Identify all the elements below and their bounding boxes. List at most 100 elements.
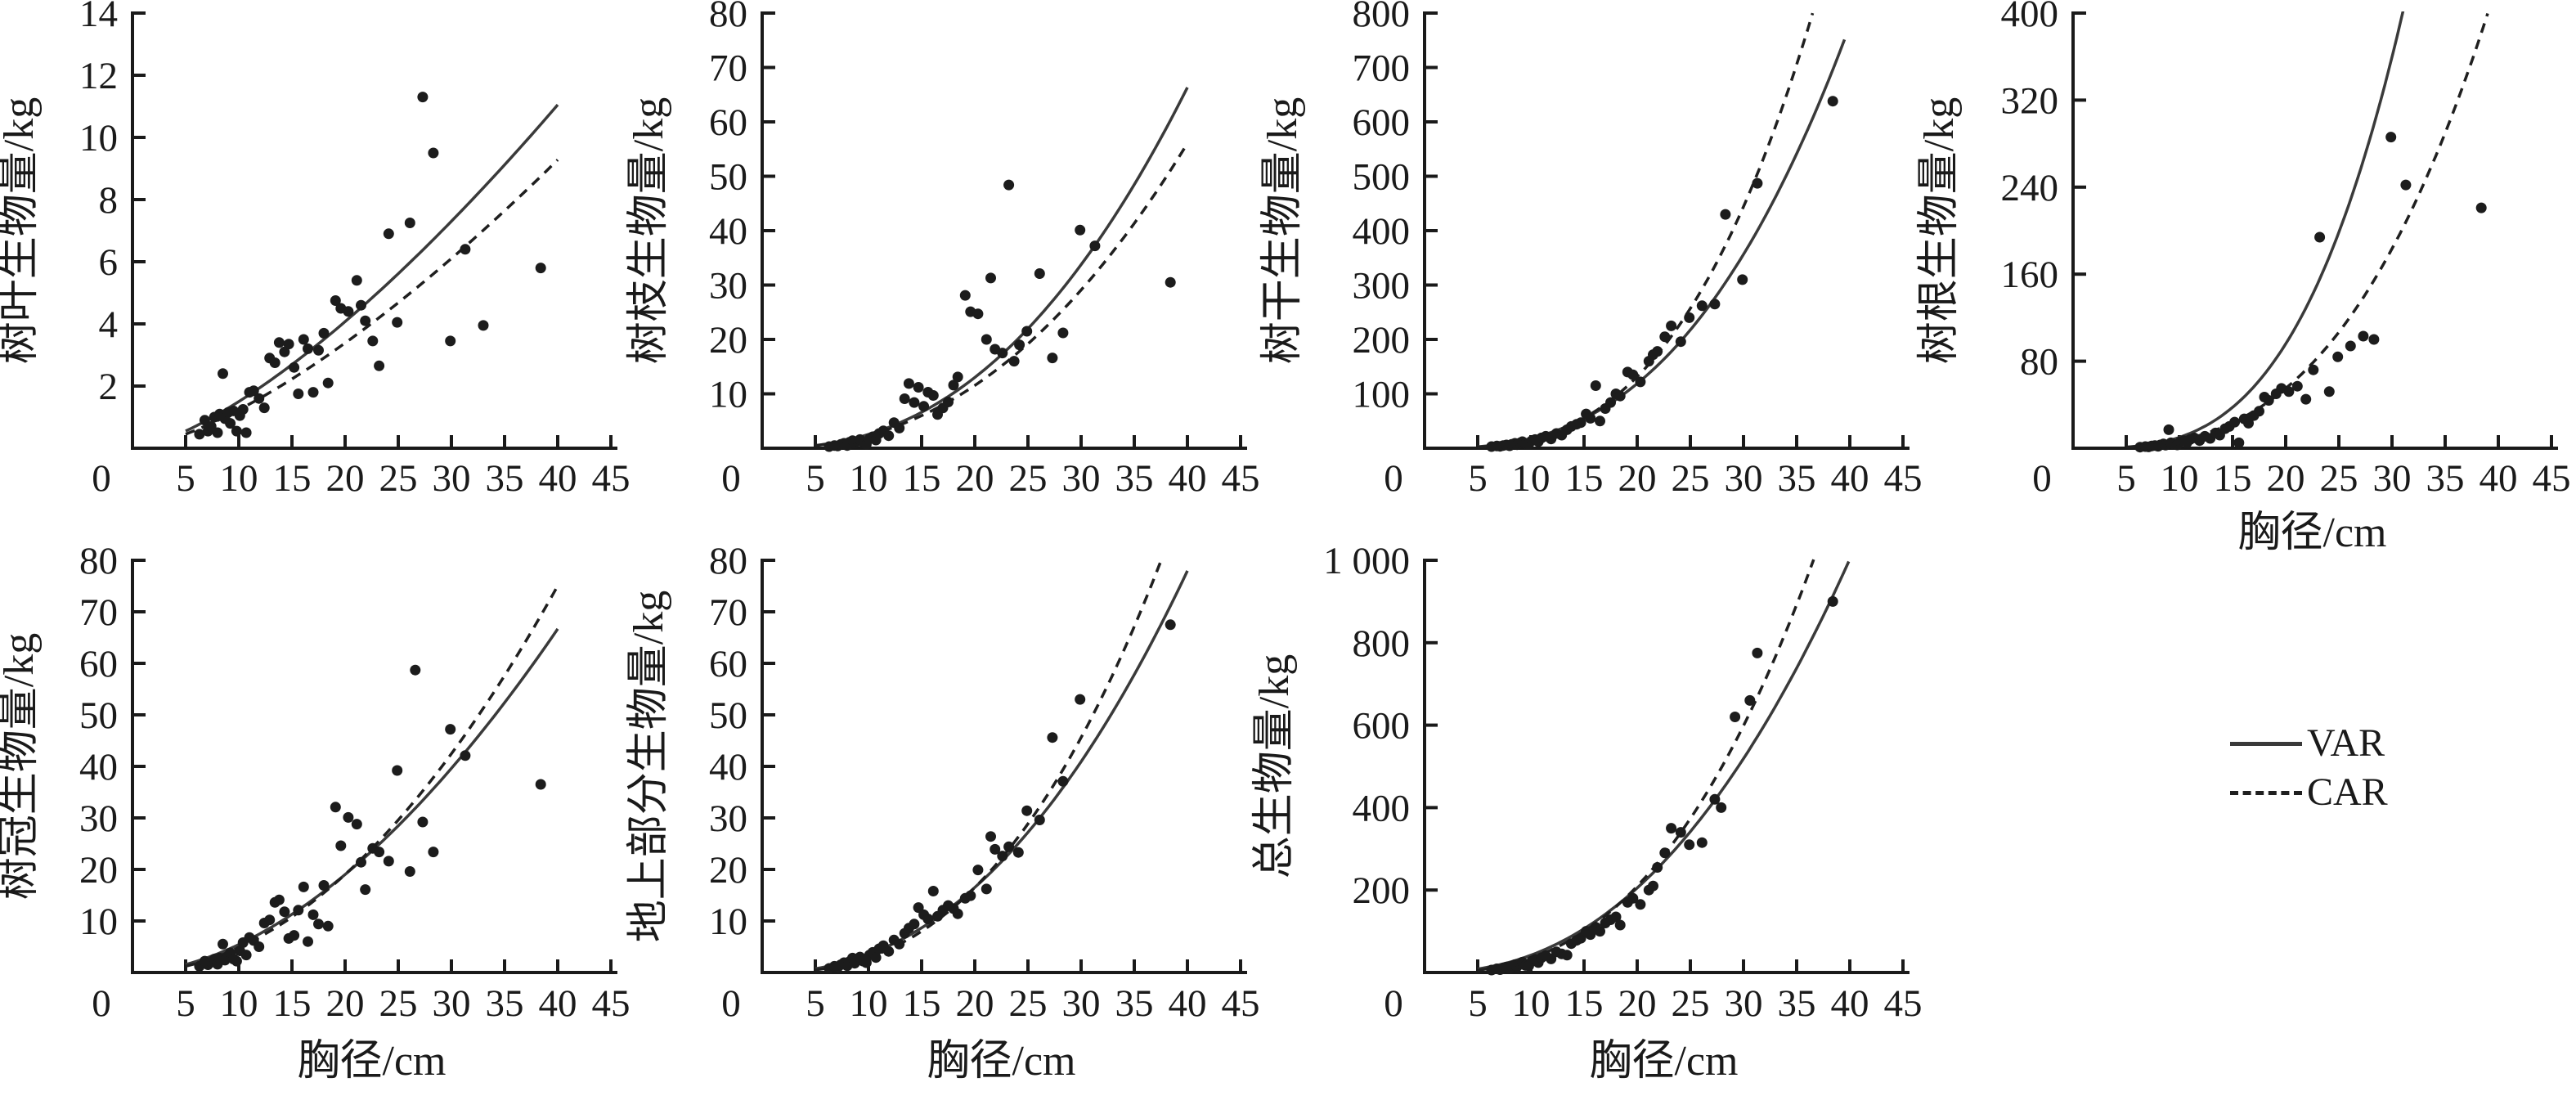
data-point: [918, 401, 930, 412]
x-tick-label: 45: [1222, 457, 1260, 500]
data-point: [279, 346, 290, 357]
data-point: [1034, 815, 1045, 825]
x-tick-label: 10: [1512, 457, 1551, 500]
x-tick-label: 35: [1115, 982, 1154, 1025]
x-tick-label: 35: [2426, 457, 2465, 500]
x-tick-label: 30: [2373, 457, 2412, 500]
data-point: [1590, 380, 1601, 391]
y-tick-label: 80: [709, 0, 747, 35]
car-fit-curve: [1477, 559, 1815, 972]
data-point: [1595, 415, 1605, 427]
x-tick-label: 25: [1009, 457, 1048, 500]
data-point: [1635, 376, 1646, 388]
x-axis-label: 胸径/cm: [2238, 510, 2387, 556]
x-tick-label: 10: [850, 982, 888, 1025]
data-point: [2345, 340, 2356, 352]
x-origin-label: 0: [721, 982, 741, 1025]
x-tick-label: 30: [433, 982, 471, 1025]
data-point: [965, 890, 976, 901]
data-point: [212, 427, 223, 438]
x-tick-label: 20: [1618, 982, 1657, 1025]
data-point: [922, 914, 934, 924]
scatter-points: [1486, 96, 1838, 452]
y-tick-label: 400: [1353, 787, 1411, 829]
y-tick-label: 200: [1353, 869, 1411, 912]
data-point: [535, 263, 546, 274]
data-point: [1752, 647, 1763, 658]
car-fit-curve: [185, 585, 559, 968]
x-axis-label: 胸径/cm: [927, 1038, 1076, 1085]
y-tick-label: 10: [709, 374, 747, 416]
data-point: [1648, 880, 1658, 892]
x-tick-label: 10: [2161, 457, 2199, 500]
y-tick-label: 40: [709, 210, 747, 253]
y-axis-label: 树枝生物量/kg: [626, 97, 672, 364]
x-origin-label: 0: [92, 982, 111, 1025]
y-tick-label: 8: [99, 179, 119, 222]
data-point: [351, 275, 362, 286]
x-tick-label: 40: [1831, 982, 1869, 1025]
data-point: [383, 856, 394, 867]
data-point: [1696, 837, 1708, 848]
data-point: [1057, 775, 1069, 787]
x-tick-label: 45: [1222, 982, 1260, 1025]
data-point: [231, 425, 242, 437]
car-fit-curve: [815, 559, 1164, 972]
data-point: [351, 819, 362, 830]
y-tick-label: 30: [709, 797, 747, 840]
data-point: [1720, 209, 1731, 220]
data-point: [1827, 96, 1838, 107]
data-point: [298, 881, 309, 892]
y-axis-label: 树根生物量/kg: [1916, 97, 1963, 364]
x-tick-label: 25: [1009, 982, 1048, 1025]
data-point: [273, 337, 285, 348]
legend: VAR CAR: [2230, 724, 2388, 814]
data-point: [307, 387, 319, 398]
legend-label-car: CAR: [2307, 770, 2388, 814]
x-tick-label: 20: [326, 457, 365, 500]
y-tick-label: 10: [79, 901, 118, 943]
data-point: [1744, 694, 1756, 706]
data-point: [283, 339, 294, 350]
axis: [2071, 11, 2558, 450]
x-tick-label: 15: [273, 457, 312, 500]
data-point: [392, 317, 403, 328]
y-tick-label: 300: [1353, 265, 1411, 308]
scatter-points: [824, 179, 1176, 452]
data-point: [1635, 899, 1646, 910]
data-point: [1012, 847, 1024, 858]
y-tick-label: 20: [709, 319, 747, 362]
x-axis-label: 胸径/cm: [1590, 1038, 1739, 1085]
y-tick-label: 60: [709, 101, 747, 144]
y-tick-label: 800: [1353, 622, 1411, 665]
x-tick-label: 35: [486, 457, 524, 500]
x-tick-label: 45: [1884, 982, 1923, 1025]
legend-item-car: CAR: [2230, 770, 2388, 814]
data-point: [335, 840, 347, 851]
data-point: [1021, 326, 1033, 337]
data-point: [1737, 274, 1748, 285]
x-tick-label: 40: [539, 982, 577, 1025]
data-point: [404, 866, 415, 877]
y-tick-label: 400: [2001, 0, 2059, 35]
data-point: [2233, 437, 2245, 448]
data-point: [2291, 380, 2303, 392]
axis: [131, 11, 617, 450]
y-tick-label: 2: [99, 366, 119, 408]
data-point: [997, 851, 1008, 862]
data-point: [903, 378, 914, 389]
data-point: [248, 385, 259, 397]
var-solid-line-icon: [2230, 741, 2302, 746]
data-point: [240, 427, 252, 438]
data-point: [1652, 346, 1663, 357]
data-point: [303, 343, 313, 354]
y-tick-label: 800: [1353, 0, 1411, 35]
x-tick-label: 40: [1169, 982, 1207, 1025]
data-point: [1684, 839, 1695, 851]
data-point: [1709, 299, 1721, 310]
y-tick-label: 50: [709, 694, 747, 737]
x-tick-label: 45: [1884, 457, 1923, 500]
panel-branch-biomass: 10 20 30 40 50 60 70 80 5 10 15 20 25 30 35 40 45 0 树枝生物量/…: [626, 0, 1260, 500]
data-point: [2283, 386, 2295, 398]
y-tick-label: 30: [79, 797, 118, 840]
